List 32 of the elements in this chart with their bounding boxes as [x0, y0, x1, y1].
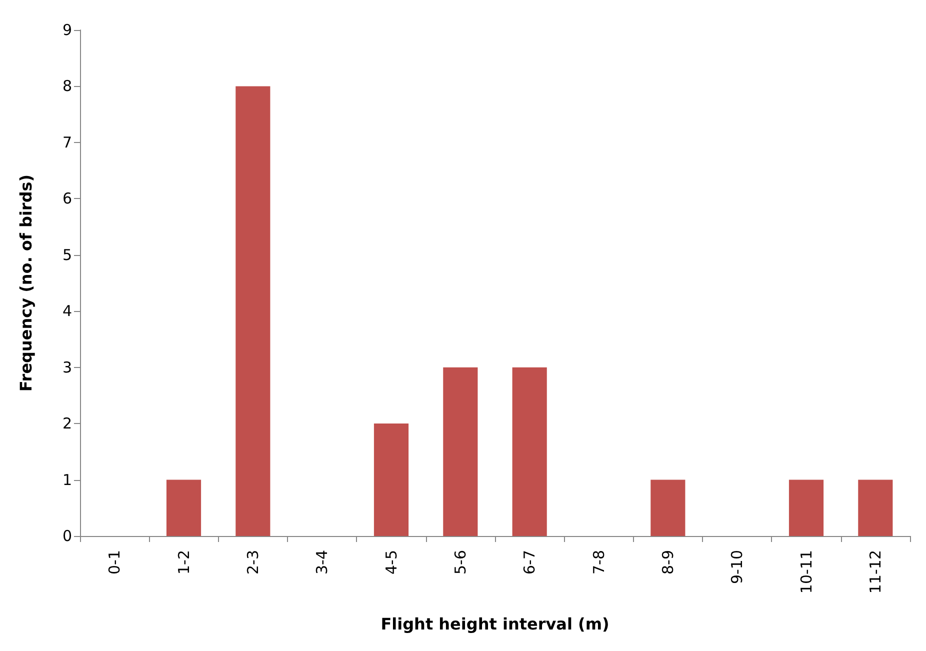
y-tick-label: 3: [62, 358, 72, 376]
bar: [512, 367, 547, 536]
y-tick-label: 7: [62, 133, 72, 152]
y-tick-label: 8: [62, 77, 72, 96]
x-axis-title: Flight height interval (m): [380, 614, 610, 634]
y-tick-label: 9: [62, 21, 72, 39]
x-tick-label: 8-9: [658, 550, 677, 574]
x-tick-label: 10-11: [797, 550, 816, 594]
bar: [236, 86, 270, 536]
y-axis-title: Frequency (no. of birds): [16, 174, 36, 392]
x-tick-label: 9-10: [728, 550, 746, 584]
x-tick-label: 5-6: [451, 550, 470, 574]
x-tick-label: 0-1: [106, 550, 124, 574]
x-tick-label: 3-4: [313, 550, 332, 574]
bar: [650, 480, 686, 536]
x-tick-label: 2-3: [244, 550, 262, 574]
bar: [374, 424, 409, 536]
y-tick-label: 6: [62, 190, 72, 208]
bar: [443, 367, 478, 536]
y-tick-label: 1: [62, 470, 72, 489]
bar: [858, 480, 893, 536]
x-tick-label: 1-2: [174, 550, 193, 574]
x-tick-label: 6-7: [520, 550, 539, 574]
y-tick-label: 0: [62, 527, 72, 545]
x-tick-label: 7-8: [590, 550, 608, 574]
x-tick-label: 11-12: [866, 550, 884, 594]
y-tick-label: 2: [62, 414, 72, 433]
y-tick-label: 4: [62, 302, 72, 320]
bar: [166, 480, 202, 536]
y-tick-label: 5: [62, 246, 72, 264]
bar: [788, 480, 824, 536]
x-tick-label: 4-5: [382, 550, 400, 574]
